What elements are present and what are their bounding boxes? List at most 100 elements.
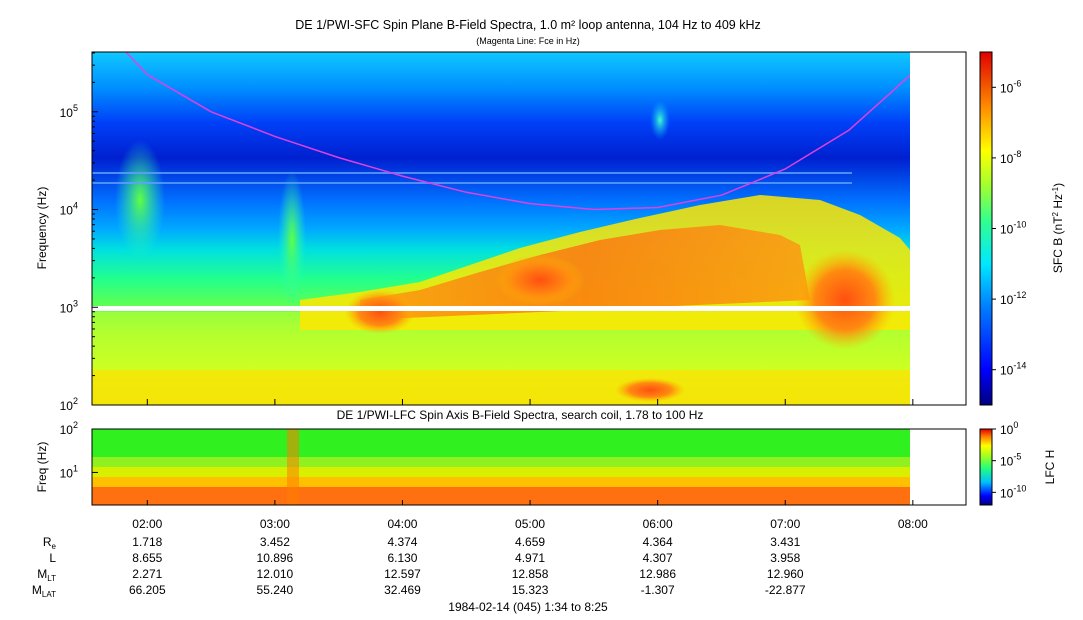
sfc-colorbar-tick-label-base: 10 xyxy=(1000,223,1014,237)
ephemeris-value: 6.130 xyxy=(387,551,417,565)
sfc-lowest-band xyxy=(92,370,910,405)
sfc-cyan-burst xyxy=(650,100,670,140)
sfc-colorbar-label-main: SFC B (nT xyxy=(1051,216,1065,273)
ephemeris-value: 10.896 xyxy=(257,551,294,565)
sfc-interference-line-1 xyxy=(92,172,852,174)
ephemeris-row-label-main: L xyxy=(49,551,56,565)
sfc-y-tick-label-exp: 5 xyxy=(73,103,78,113)
ephemeris-row-label-sub: LAT xyxy=(42,590,56,599)
lfc-colorbar-tick-label-base: 10 xyxy=(1000,455,1014,469)
sfc-colorbar-label-exp2: -1 xyxy=(1051,186,1060,194)
sfc-y-tick-label: 104 xyxy=(60,201,78,218)
lfc-colorbar-tick-label-exp: -10 xyxy=(1013,483,1026,493)
ephemeris-value: 8.655 xyxy=(132,551,162,565)
sfc-interference-line-2 xyxy=(92,182,852,184)
sfc-green-plume xyxy=(115,140,165,260)
sfc-colorbar-tick-label: 10-10 xyxy=(1000,220,1026,237)
fce-line xyxy=(125,52,910,211)
sfc-colorbar-tick-label: 10-6 xyxy=(1000,78,1021,95)
lfc-band-2 xyxy=(92,457,910,467)
ephemeris-value: 4.971 xyxy=(515,551,545,565)
ephemeris-row-label-main: R xyxy=(43,535,52,549)
sfc-colorbar-label: SFC B (nT2 Hz-1) xyxy=(1051,183,1066,273)
sfc-colorbar xyxy=(979,51,993,406)
sfc-colorbar-tick-label-exp: -10 xyxy=(1013,220,1026,230)
ephemeris-value: 12.960 xyxy=(767,567,804,581)
time-tick-label: 07:00 xyxy=(770,517,800,531)
sfc-y-tick-label: 105 xyxy=(60,103,78,120)
ephemeris-table: Re 1.718 3.452 4.374 4.659 4.364 3.431 L 8.655 10… xyxy=(32,535,806,599)
lfc-plot-frame xyxy=(91,428,967,506)
ephemeris-value: 12.597 xyxy=(384,567,421,581)
ephemeris-value: -1.307 xyxy=(641,583,675,597)
sfc-colorbar-tick-label-exp: -14 xyxy=(1013,361,1026,371)
lower-title: DE 1/PWI-LFC Spin Axis B-Field Spectra, … xyxy=(337,408,704,422)
ephemeris-row-label: MLAT xyxy=(32,583,56,599)
lfc-colorbar-tick-label-exp: 0 xyxy=(1013,420,1018,430)
lfc-colorbar-tick-label-base: 10 xyxy=(1000,486,1014,500)
ephemeris-value: 55.240 xyxy=(257,583,294,597)
sfc-colorbar-label-exp1: 2 xyxy=(1051,211,1060,216)
lfc-y-tick-label-base: 10 xyxy=(60,466,74,480)
ephemeris-value: 4.364 xyxy=(643,535,673,549)
ephemeris-value: -22.877 xyxy=(765,583,806,597)
sfc-y-tick-label: 103 xyxy=(60,298,78,315)
sfc-colorbar-label-end: ) xyxy=(1051,183,1065,187)
lfc-y-tick-label-base: 10 xyxy=(60,423,74,437)
lfc-y-tick-label: 101 xyxy=(60,463,78,480)
sfc-emission-core xyxy=(360,225,810,320)
lfc-colorbar-tick-label: 10-5 xyxy=(1000,452,1021,469)
ephemeris-value: 66.205 xyxy=(129,583,166,597)
sfc-y-tick-label-base: 10 xyxy=(60,204,74,218)
sfc-y-tick-label: 102 xyxy=(60,396,78,413)
time-tick-label: 05:00 xyxy=(515,517,545,531)
lfc-y-tick-label-exp: 1 xyxy=(73,463,78,473)
time-tick-label: 03:00 xyxy=(260,517,290,531)
lfc-colorbar-tick-label-base: 10 xyxy=(1000,423,1014,437)
sfc-plot-frame xyxy=(91,51,967,406)
ephemeris-value: 32.469 xyxy=(384,583,421,597)
ephemeris-row-label: L xyxy=(49,551,56,565)
time-tick-label: 08:00 xyxy=(898,517,928,531)
ephemeris-value: 4.659 xyxy=(515,535,545,549)
time-tick-label: 04:00 xyxy=(387,517,417,531)
ephemeris-value: 4.307 xyxy=(643,551,673,565)
lfc-y-axis-label: Freq (Hz) xyxy=(35,442,49,493)
ephemeris-value: 3.431 xyxy=(770,535,800,549)
sfc-y-tick-label-exp: 4 xyxy=(73,201,78,211)
sfc-colorbar-tick-label-exp: -6 xyxy=(1013,78,1021,88)
sfc-colorbar-tick-label: 10-8 xyxy=(1000,149,1021,166)
sfc-colorbar-tick-label-base: 10 xyxy=(1000,364,1014,378)
time-axis: 02:00 03:00 04:00 05:00 06:00 07:00 08:00 xyxy=(132,399,928,531)
sfc-y-tick-label-base: 10 xyxy=(60,106,74,120)
sfc-y-tick-label-exp: 3 xyxy=(73,298,78,308)
lfc-band-3 xyxy=(92,467,910,477)
main-title: DE 1/PWI-SFC Spin Plane B-Field Spectra,… xyxy=(295,18,761,32)
lfc-y-tick-label: 102 xyxy=(60,420,78,437)
ephemeris-value: 12.010 xyxy=(257,567,294,581)
ephemeris-value: 12.858 xyxy=(512,567,549,581)
sfc-colorbar-label-mid: Hz xyxy=(1051,194,1065,212)
sfc-colorbar-tick-label: 10-12 xyxy=(1000,290,1026,307)
date-footer: 1984-02-14 (045) 1:34 to 8:25 xyxy=(448,600,608,614)
ephemeris-value: 12.986 xyxy=(639,567,676,581)
ephemeris-value: 4.374 xyxy=(387,535,417,549)
ephemeris-row-label: Re xyxy=(43,535,57,551)
time-tick-label: 06:00 xyxy=(643,517,673,531)
lfc-burst xyxy=(287,429,299,505)
sfc-spectrogram xyxy=(92,52,910,405)
ephemeris-value: 2.271 xyxy=(132,567,162,581)
sfc-hot-region-2 xyxy=(495,255,585,305)
ephemeris-row-label-sub: LT xyxy=(47,574,56,583)
sfc-data-gap xyxy=(92,306,910,311)
sfc-y-tick-label-base: 10 xyxy=(60,399,74,413)
lfc-band-1 xyxy=(92,429,910,457)
lfc-colorbar xyxy=(979,428,993,506)
ephemeris-value: 15.323 xyxy=(512,583,549,597)
lfc-colorbar-tick-label-exp: -5 xyxy=(1013,452,1021,462)
ephemeris-row-label-sub: e xyxy=(52,542,57,551)
ephemeris-row-label-main: M xyxy=(32,583,42,597)
